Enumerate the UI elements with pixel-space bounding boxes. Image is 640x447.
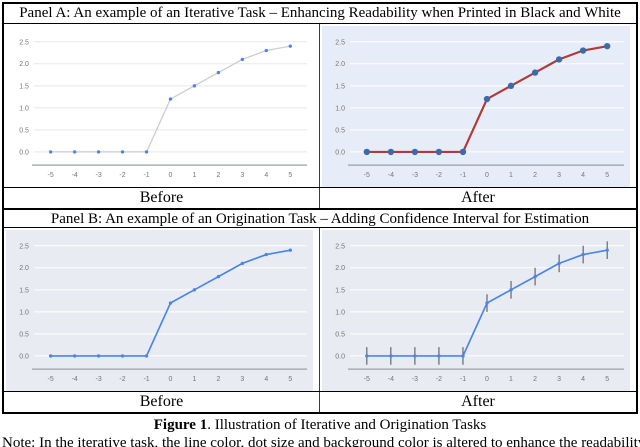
svg-text:-2: -2: [119, 376, 125, 383]
svg-text:5: 5: [605, 376, 609, 383]
svg-text:1.5: 1.5: [19, 83, 29, 90]
svg-text:4: 4: [581, 172, 585, 179]
svg-text:-1: -1: [143, 376, 149, 383]
svg-text:-2: -2: [436, 172, 442, 179]
svg-text:0.5: 0.5: [19, 127, 29, 134]
figure-note: Note: In the iterative task, the line co…: [2, 435, 640, 447]
svg-text:1.5: 1.5: [335, 83, 345, 90]
svg-text:1: 1: [509, 172, 513, 179]
svg-text:0.5: 0.5: [19, 331, 29, 338]
svg-text:-1: -1: [143, 172, 149, 179]
svg-text:1: 1: [192, 376, 196, 383]
svg-text:5: 5: [288, 172, 292, 179]
svg-text:2.0: 2.0: [19, 265, 29, 272]
panel-a-labels-row: Before After: [4, 187, 636, 208]
chart-panel-a-after: 0.0 0.5 1.0 1.5 2.0 2.5 -5 -4 -3 -2 -1 0 1 2 3 4 5: [320, 24, 636, 187]
panel-a-title-row: Panel A: An example of an Iterative Task…: [4, 4, 636, 23]
svg-text:-3: -3: [412, 376, 418, 383]
svg-text:0: 0: [485, 172, 489, 179]
svg-text:-4: -4: [72, 376, 78, 383]
svg-text:2.0: 2.0: [335, 61, 345, 68]
panel-a-charts-row: 0.0 0.5 1.0 1.5 2.0 2.5 -5 -4 -3 -2 -1 0 1 2 3 4 5 0.0 0.…: [4, 23, 636, 187]
svg-text:2: 2: [533, 376, 537, 383]
svg-text:2.5: 2.5: [335, 39, 345, 46]
figure-table: Panel A: An example of an Iterative Task…: [2, 2, 638, 414]
svg-text:0: 0: [169, 376, 173, 383]
svg-text:0.0: 0.0: [19, 353, 29, 360]
panel-a-title: Panel A: An example of an Iterative Task…: [19, 5, 621, 21]
svg-text:1: 1: [192, 172, 196, 179]
svg-text:2.5: 2.5: [335, 243, 345, 250]
svg-text:5: 5: [605, 172, 609, 179]
svg-text:0: 0: [485, 376, 489, 383]
svg-text:0: 0: [169, 172, 173, 179]
chart-panel-b-before: 0.0 0.5 1.0 1.5 2.0 2.5 -5 -4 -3 -2 -1 0 1 2 3 4 5: [4, 228, 320, 391]
svg-text:-5: -5: [48, 376, 54, 383]
figure-caption: Figure 1. Illustration of Iterative and …: [2, 417, 638, 433]
svg-text:-1: -1: [460, 172, 466, 179]
svg-text:3: 3: [557, 172, 561, 179]
svg-text:1.0: 1.0: [335, 309, 345, 316]
figure-caption-number: Figure 1: [153, 417, 208, 433]
svg-text:-5: -5: [48, 172, 54, 179]
svg-text:1: 1: [509, 376, 513, 383]
svg-text:0.0: 0.0: [19, 149, 29, 156]
panel-a-after-label: After: [461, 189, 495, 206]
panel-b-after-label: After: [461, 393, 495, 410]
svg-text:-4: -4: [388, 172, 394, 179]
svg-text:-3: -3: [96, 376, 102, 383]
panel-b-charts-row: 0.0 0.5 1.0 1.5 2.0 2.5 -5 -4 -3 -2 -1 0 1 2 3 4 5 0.0 0.…: [4, 227, 636, 391]
svg-text:2.5: 2.5: [19, 243, 29, 250]
svg-text:4: 4: [264, 376, 268, 383]
svg-text:1.0: 1.0: [19, 309, 29, 316]
svg-text:1.5: 1.5: [19, 287, 29, 294]
svg-text:2: 2: [533, 172, 537, 179]
svg-text:4: 4: [581, 376, 585, 383]
panel-b-before-label: Before: [4, 392, 320, 412]
panel-b-labels-row: Before After: [4, 391, 636, 412]
svg-text:0.5: 0.5: [335, 331, 345, 338]
svg-text:3: 3: [240, 376, 244, 383]
panel-b-title-row: Panel B: An example of an Origination Ta…: [4, 208, 636, 227]
svg-text:2.0: 2.0: [19, 61, 29, 68]
svg-text:4: 4: [264, 172, 268, 179]
chart-panel-b-after: 0.0 0.5 1.0 1.5 2.0 2.5 -5 -4 -3 -2 -1 0 1 2 3 4 5: [320, 228, 636, 391]
svg-text:3: 3: [240, 172, 244, 179]
svg-text:-2: -2: [436, 376, 442, 383]
svg-text:-4: -4: [72, 172, 78, 179]
svg-text:-3: -3: [96, 172, 102, 179]
svg-text:2: 2: [216, 172, 220, 179]
svg-text:0.0: 0.0: [335, 353, 345, 360]
svg-text:1.0: 1.0: [335, 105, 345, 112]
figure-caption-text: . Illustration of Iterative and Originat…: [207, 417, 487, 433]
svg-text:2: 2: [216, 376, 220, 383]
svg-text:0.0: 0.0: [335, 149, 345, 156]
svg-text:-2: -2: [119, 172, 125, 179]
svg-text:-1: -1: [460, 376, 466, 383]
svg-text:5: 5: [288, 376, 292, 383]
panel-a-before-label: Before: [4, 188, 320, 208]
svg-text:1.0: 1.0: [19, 105, 29, 112]
svg-text:-4: -4: [388, 376, 394, 383]
svg-text:1.5: 1.5: [335, 287, 345, 294]
panel-b-title: Panel B: An example of an Origination Ta…: [50, 211, 590, 227]
svg-text:-5: -5: [364, 172, 370, 179]
svg-text:2.5: 2.5: [19, 39, 29, 46]
svg-text:3: 3: [557, 376, 561, 383]
svg-text:-5: -5: [364, 376, 370, 383]
svg-text:0.5: 0.5: [335, 127, 345, 134]
svg-text:2.0: 2.0: [335, 265, 345, 272]
svg-text:-3: -3: [412, 172, 418, 179]
chart-panel-a-before: 0.0 0.5 1.0 1.5 2.0 2.5 -5 -4 -3 -2 -1 0 1 2 3 4 5: [4, 24, 320, 187]
